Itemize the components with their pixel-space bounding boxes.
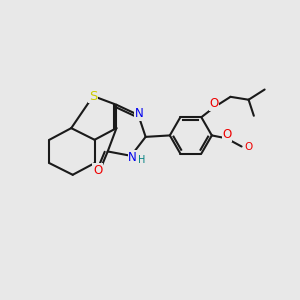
- Text: N: N: [134, 107, 143, 120]
- Text: O: O: [222, 128, 232, 141]
- Text: H: H: [138, 155, 145, 165]
- Text: O: O: [209, 97, 218, 110]
- Text: O: O: [244, 142, 252, 152]
- Text: S: S: [89, 89, 97, 103]
- Text: O: O: [93, 164, 102, 177]
- Text: N: N: [128, 151, 137, 164]
